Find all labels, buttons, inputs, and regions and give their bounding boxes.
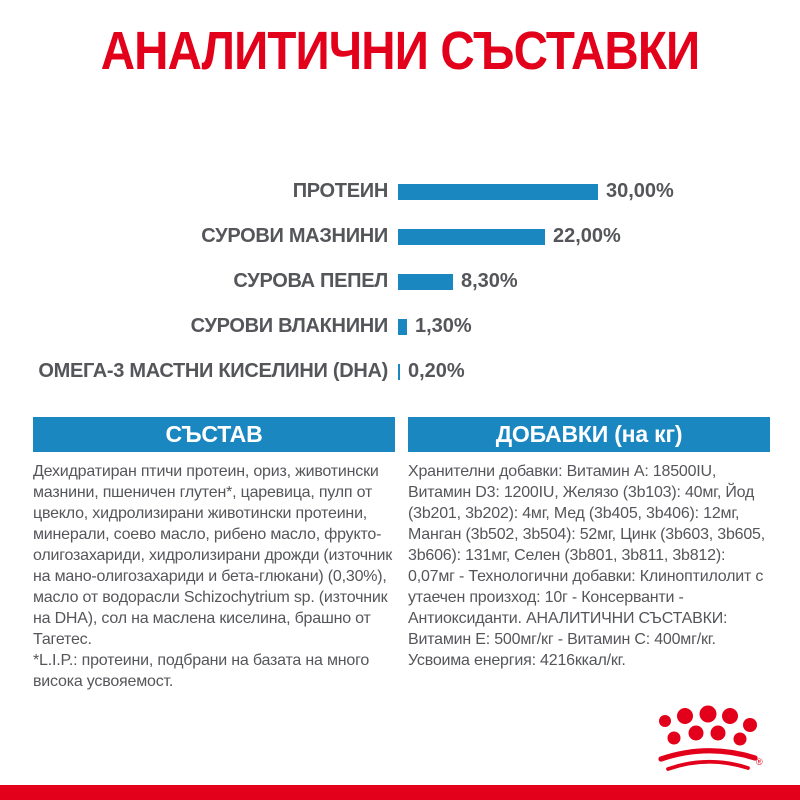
chart-row: СУРОВИ МАЗНИНИ 22,00% (0, 214, 800, 259)
chart-bar (398, 318, 407, 335)
chart-row: ПРОТЕИН 30,00% (0, 169, 800, 214)
crown-dot (710, 725, 726, 741)
composition-text: Дехидратиран птичи протеин, ориз, животи… (33, 461, 399, 692)
chart-row: СУРОВИ ВЛАКНИНИ 1,30% (0, 304, 800, 349)
crown-dot (733, 732, 747, 746)
chart-value-label: 22,00% (553, 225, 621, 247)
chart-row: СУРОВА ПЕПЕЛ 8,30% (0, 259, 800, 304)
brand-red-footer-bar (0, 785, 800, 800)
crown-dot (659, 715, 671, 727)
crown-band-arc (666, 759, 750, 771)
crown-dot (688, 725, 704, 741)
additives-text: Хранителни добавки: Витамин A: 18500IU, … (408, 461, 774, 671)
chart-bar (398, 363, 400, 380)
crown-dot (699, 705, 717, 723)
chart-category-label: СУРОВИ ВЛАКНИНИ (190, 315, 389, 337)
chart-category-label: СУРОВА ПЕПЕЛ (233, 270, 388, 292)
crown-band-arc (658, 748, 758, 762)
crown-dot (677, 708, 693, 724)
crown-dot (667, 731, 681, 745)
page-title: АНАЛИТИЧНИ СЪСТАВКИ (100, 21, 700, 81)
crown-dot (743, 718, 757, 732)
royal-canin-crown-logo: ® (658, 705, 763, 771)
additives-body: Хранителни добавки: Витамин A: 18500IU, … (408, 463, 766, 669)
composition-body: Дехидратиран птичи протеин, ориз, животи… (33, 463, 393, 648)
chart-row: ОМЕГА-3 МАСТНИ КИСЕЛИНИ (DHA) 0,20% (0, 349, 800, 394)
chart-category-label: СУРОВИ МАЗНИНИ (201, 225, 388, 247)
crown-dot (722, 708, 738, 724)
analytical-constituents-chart: ПРОТЕИН 30,00% СУРОВИ МАЗНИНИ 22,00% СУРОВА … (0, 169, 800, 394)
chart-bar (398, 183, 598, 200)
composition-section-header: СЪСТАВ (33, 417, 395, 452)
chart-bar (398, 273, 453, 290)
chart-category-label: ПРОТЕИН (292, 180, 389, 202)
chart-value-label: 1,30% (415, 315, 472, 337)
additives-section-header: ДОБАВКИ (на кг) (408, 417, 770, 452)
registered-trademark-icon: ® (756, 757, 763, 767)
chart-value-label: 8,30% (461, 270, 518, 292)
chart-category-label: ОМЕГА-3 МАСТНИ КИСЕЛИНИ (DHA) (38, 360, 388, 382)
chart-value-label: 0,20% (408, 360, 465, 382)
chart-value-label: 30,00% (606, 180, 674, 202)
composition-footnote: *L.I.P.: протеини, подбрани на базата на… (33, 652, 370, 690)
composition-header-label: СЪСТАВ (165, 421, 263, 447)
additives-header-label: ДОБАВКИ (на кг) (495, 421, 683, 447)
chart-bar (398, 228, 545, 245)
